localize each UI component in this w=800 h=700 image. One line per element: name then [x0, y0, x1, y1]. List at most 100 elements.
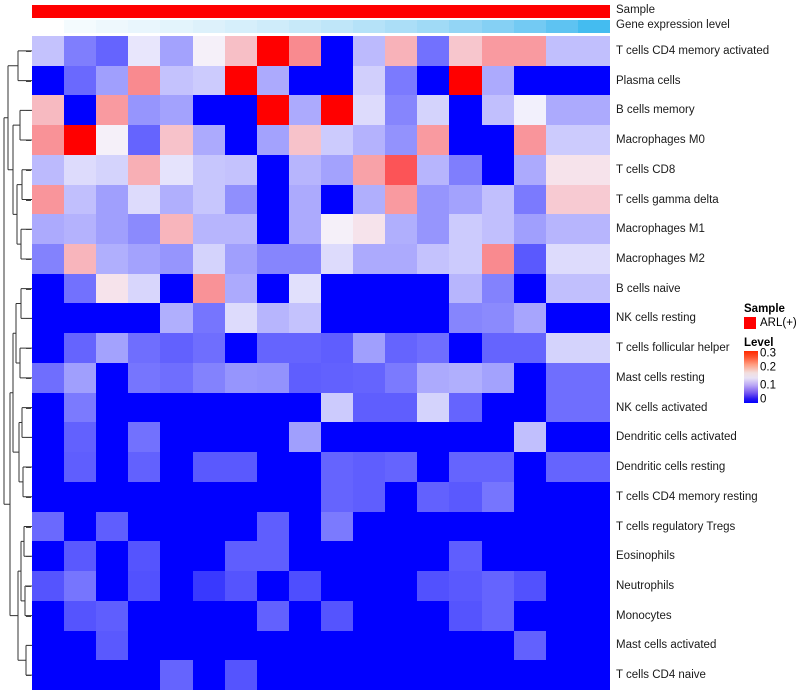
heatmap-cell [256, 481, 289, 512]
heatmap-cell [513, 273, 546, 304]
heatmap-cell [513, 244, 546, 274]
heatmap-cell [320, 184, 354, 215]
heatmap-cell [481, 154, 514, 185]
heatmap-cell [449, 660, 482, 690]
heatmap-cell [128, 273, 161, 304]
heatmap-cell [64, 422, 97, 453]
heatmap-cell [128, 125, 161, 155]
heatmap-cell [417, 36, 450, 66]
heatmap-cell [288, 36, 321, 66]
heatmap-cell [64, 362, 97, 393]
heatmap-cell [192, 154, 225, 185]
heatmap-cell [385, 571, 418, 601]
heatmap-cell [32, 452, 65, 482]
heatmap-cell [417, 303, 450, 334]
gene-expression-annotation-cell [64, 20, 97, 33]
heatmap-cell [192, 184, 225, 215]
heatmap-cell [96, 362, 129, 393]
heatmap-cell [481, 36, 514, 66]
heatmap-cell [385, 333, 418, 363]
heatmap-cell [577, 184, 610, 215]
heatmap-cell [545, 333, 578, 363]
heatmap-cell [545, 452, 578, 482]
gene-expression-annotation-cell [385, 20, 418, 33]
row-tick [26, 377, 31, 379]
heatmap-cell [320, 511, 354, 542]
heatmap-cell [160, 452, 193, 482]
heatmap-cell [256, 452, 289, 482]
heatmap-cell [256, 244, 289, 274]
heatmap-cell [481, 511, 514, 542]
row-tick [26, 407, 31, 409]
row-tick [26, 467, 31, 469]
heatmap-cell [320, 214, 354, 245]
heatmap-cell [320, 95, 354, 126]
heatmap-cell [577, 541, 610, 572]
gene-expression-annotation-cell [256, 20, 289, 33]
heatmap-cell [320, 154, 354, 185]
heatmap-cell [320, 392, 354, 423]
heatmap-cell [417, 65, 450, 96]
heatmap-cell [513, 511, 546, 542]
row-tick [26, 348, 31, 350]
heatmap-cell [417, 244, 450, 274]
heatmap-cell [160, 65, 193, 96]
heatmap-cell [353, 541, 386, 572]
heatmap-cell [96, 273, 129, 304]
heatmap-cell [160, 660, 193, 690]
heatmap-cell [160, 333, 193, 363]
heatmap-cell [577, 154, 610, 185]
heatmap-cell [128, 452, 161, 482]
heatmap-cell [32, 214, 65, 245]
sample-legend-swatch [744, 317, 756, 329]
heatmap-cell [385, 65, 418, 96]
heatmap-cell [417, 154, 450, 185]
row-label: NK cells resting [616, 312, 696, 325]
heatmap-cell [513, 392, 546, 423]
heatmap-cell [256, 600, 289, 631]
heatmap-cell [160, 541, 193, 572]
heatmap-cell [545, 660, 578, 690]
heatmap-cell [160, 154, 193, 185]
sample-legend-title: Sample [744, 303, 785, 315]
heatmap-cell [449, 36, 482, 66]
heatmap-cell [32, 125, 65, 155]
sample-annotation-cell [64, 5, 97, 18]
heatmap-cell [513, 541, 546, 572]
heatmap-cell [256, 571, 289, 601]
heatmap-cell [160, 244, 193, 274]
row-label: Macrophages M1 [616, 223, 705, 236]
heatmap-cell [385, 184, 418, 215]
heatmap-cell [224, 660, 257, 690]
heatmap-cell [224, 452, 257, 482]
heatmap-cell [160, 184, 193, 215]
heatmap-cell [288, 422, 321, 453]
heatmap-cell [256, 511, 289, 542]
row-tick [26, 140, 31, 142]
heatmap-cell [320, 422, 354, 453]
row-tick [26, 288, 31, 290]
heatmap-cell [224, 422, 257, 453]
heatmap-cell [513, 630, 546, 661]
heatmap-cell [224, 244, 257, 274]
heatmap-cell [224, 36, 257, 66]
heatmap-cell [96, 481, 129, 512]
heatmap-cell [320, 36, 354, 66]
heatmap-cell [513, 303, 546, 334]
heatmap-cell [64, 214, 97, 245]
heatmap-cell [577, 392, 610, 423]
heatmap-cell [513, 600, 546, 631]
heatmap-cell [32, 244, 65, 274]
heatmap-cell [449, 392, 482, 423]
heatmap-cell [320, 244, 354, 274]
heatmap-cell [128, 244, 161, 274]
heatmap-cell [577, 273, 610, 304]
heatmap-cell [32, 571, 65, 601]
heatmap-cell [288, 600, 321, 631]
heatmap-cell [481, 362, 514, 393]
heatmap-cell [449, 600, 482, 631]
heatmap-cell [545, 630, 578, 661]
heatmap-matrix [32, 36, 610, 690]
heatmap-cell [545, 392, 578, 423]
heatmap-cell [353, 154, 386, 185]
